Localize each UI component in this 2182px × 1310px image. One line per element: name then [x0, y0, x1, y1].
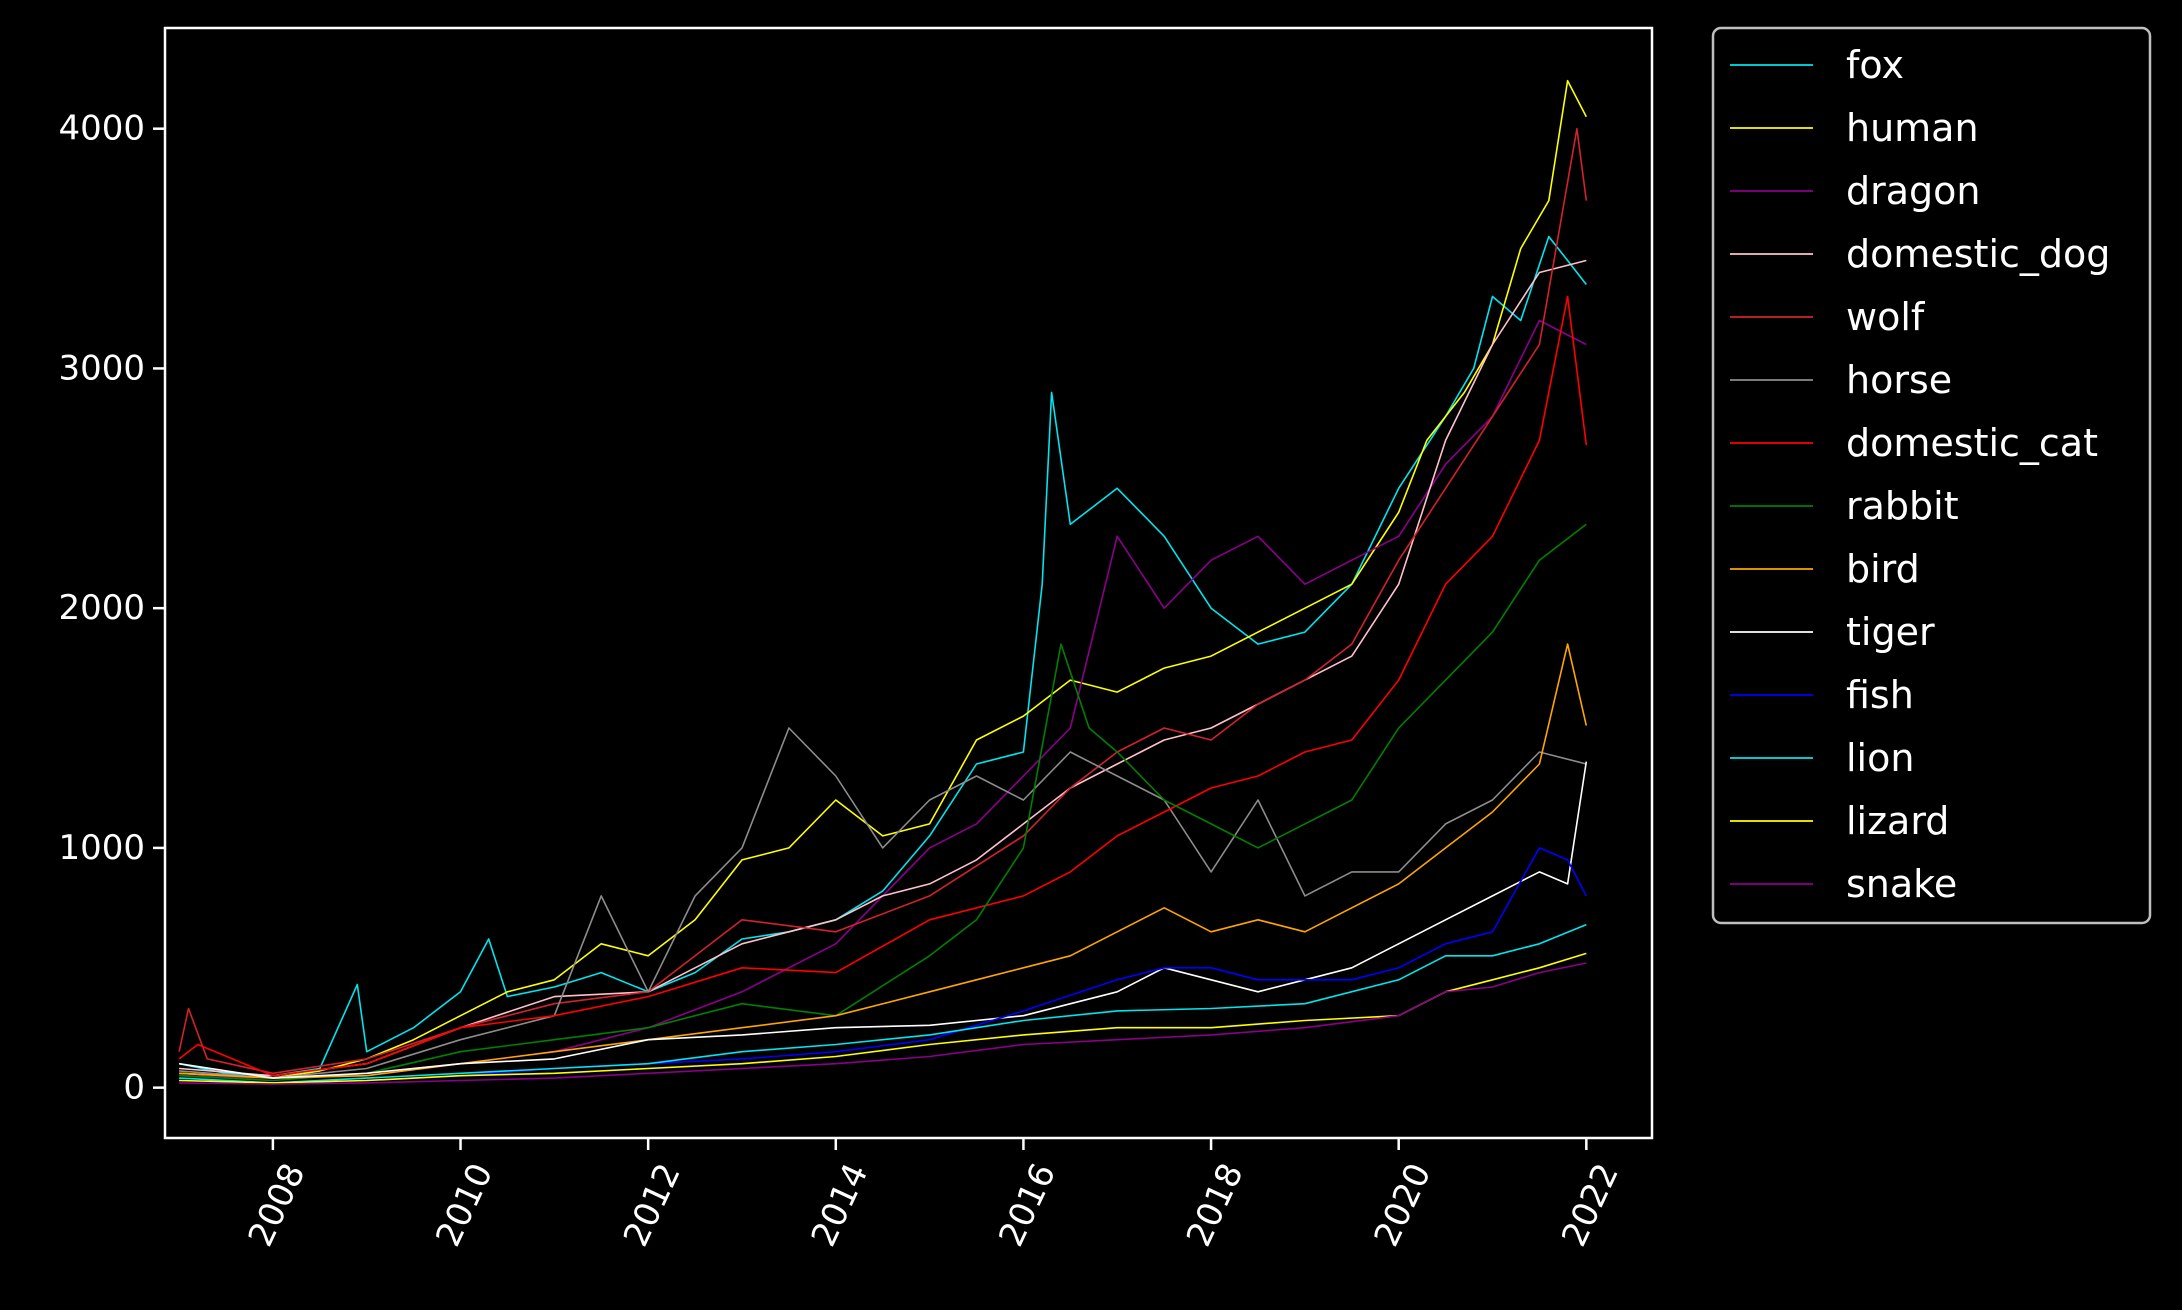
y-tick-label: 4000: [58, 109, 145, 149]
series-line-domestic-cat: [178, 295, 1588, 1077]
legend-label: rabbit: [1846, 484, 1959, 528]
plot-frame: [163, 26, 1654, 1140]
y-tick-label: 2000: [58, 588, 145, 628]
series-line-snake: [179, 962, 1587, 1085]
series-line-horse: [179, 727, 1587, 1079]
series-line-tiger: [178, 761, 1588, 1079]
legend-label: domestic_cat: [1846, 421, 2098, 465]
legend-label: dragon: [1846, 169, 1980, 213]
y-tick-label: 1000: [58, 828, 145, 868]
series-line-fox: [178, 235, 1587, 1077]
series-line-fish: [179, 847, 1588, 1084]
y-tick-label: 0: [123, 1068, 145, 1108]
y-tick-label: 3000: [58, 348, 145, 388]
legend-box: [1711, 26, 2152, 925]
series-line-lion: [179, 923, 1587, 1084]
series-line-bird: [179, 643, 1588, 1079]
series-line-wolf: [178, 127, 1588, 1075]
legend-label: lion: [1846, 736, 1914, 780]
plot-lines: [178, 79, 1588, 1085]
series-line-domestic-dog: [179, 259, 1587, 1077]
legend-label: fox: [1846, 43, 1904, 87]
series-line-human: [179, 79, 1588, 1079]
series-line-rabbit: [179, 523, 1587, 1082]
legend-label: domestic_dog: [1846, 232, 2110, 276]
legend-label: wolf: [1846, 295, 1926, 339]
y-axis: 0 1000 2000 3000 4000: [58, 109, 165, 1108]
legend-label: fish: [1846, 673, 1914, 717]
series-line-lizard: [179, 952, 1587, 1084]
legend-label: snake: [1846, 862, 1957, 906]
legend-label: human: [1846, 106, 1979, 150]
legend-label: horse: [1846, 358, 1952, 402]
legend-label: lizard: [1846, 799, 1949, 843]
legend-label: tiger: [1846, 610, 1935, 654]
legend-label: bird: [1846, 547, 1920, 591]
